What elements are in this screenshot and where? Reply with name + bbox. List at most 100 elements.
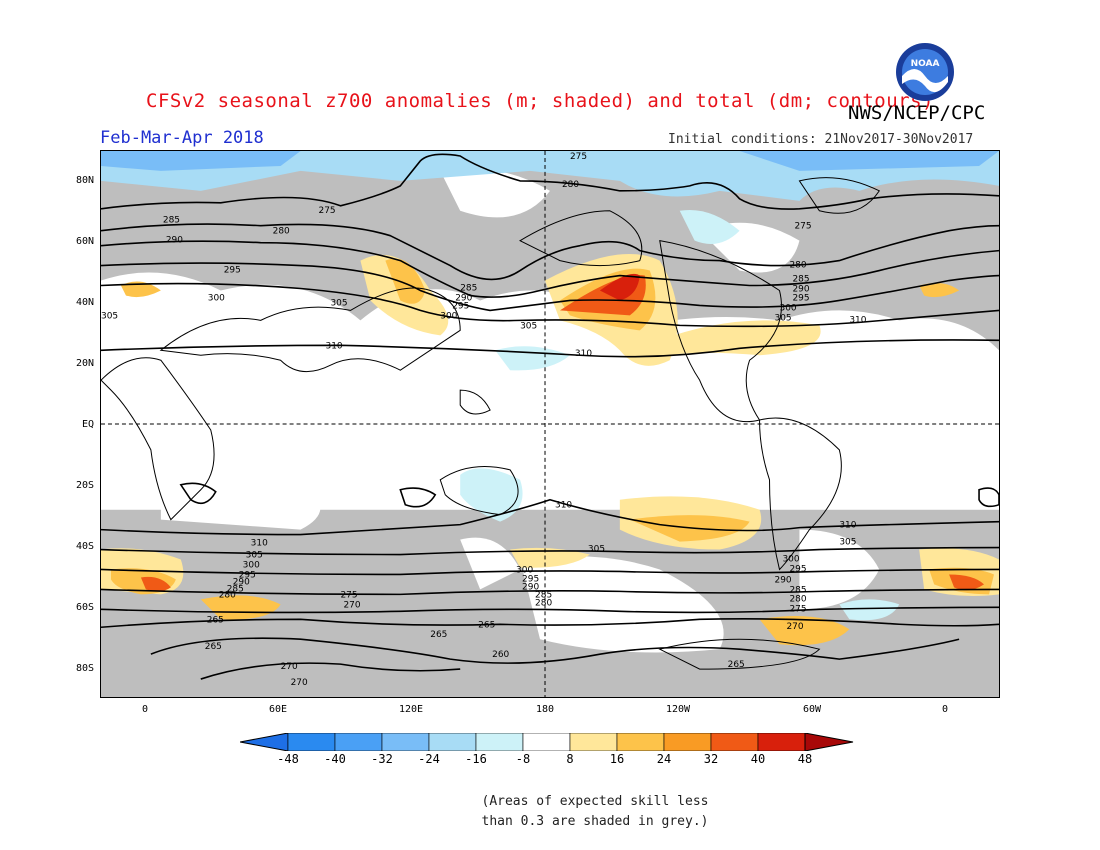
svg-text:310: 310 — [839, 521, 856, 531]
colorbar-arrow-right — [804, 733, 854, 751]
svg-text:300: 300 — [782, 555, 799, 565]
colorbar-tick-label: 40 — [750, 752, 766, 766]
svg-text:295: 295 — [452, 301, 469, 311]
negative-anomaly-areas — [101, 151, 999, 621]
colorbar-cell — [757, 733, 806, 751]
contour-labels: 275 280 275 275 285 280 290 295 300 305 … — [101, 152, 867, 688]
svg-text:285: 285 — [792, 275, 809, 285]
skill-note-line1: (Areas of expected skill less — [481, 794, 709, 809]
svg-text:310: 310 — [326, 341, 343, 351]
svg-text:270: 270 — [786, 622, 803, 632]
lat-label: 40S — [75, 541, 94, 552]
colorbar-cell — [287, 733, 336, 751]
svg-text:270: 270 — [291, 678, 308, 688]
svg-text:305: 305 — [775, 313, 792, 323]
svg-text:305: 305 — [330, 298, 347, 308]
svg-text:285: 285 — [535, 590, 552, 600]
svg-text:280: 280 — [789, 261, 806, 271]
continent-outlines — [101, 177, 880, 670]
svg-text:290: 290 — [775, 575, 792, 585]
svg-text:275: 275 — [789, 604, 806, 614]
lat-label: 80N — [75, 175, 94, 186]
colorbar-cell — [381, 733, 430, 751]
lat-label: 20S — [75, 480, 94, 491]
svg-text:285: 285 — [789, 585, 806, 595]
svg-text:310: 310 — [849, 315, 866, 325]
svg-text:275: 275 — [319, 206, 336, 216]
colorbar-tick-label: 24 — [656, 752, 672, 766]
svg-text:265: 265 — [207, 615, 224, 625]
svg-text:285: 285 — [163, 216, 180, 226]
lon-label: 180 — [535, 704, 555, 715]
svg-text:280: 280 — [789, 594, 806, 604]
svg-text:300: 300 — [243, 560, 260, 570]
svg-text:305: 305 — [520, 321, 537, 331]
svg-text:310: 310 — [555, 501, 572, 511]
logo-text: NOAA — [911, 59, 940, 69]
lon-label: 0 — [941, 704, 949, 715]
svg-text:280: 280 — [273, 227, 290, 237]
svg-text:265: 265 — [205, 642, 222, 652]
colorbar-cell — [710, 733, 759, 751]
svg-text:300: 300 — [208, 293, 225, 303]
svg-text:265: 265 — [728, 660, 745, 670]
lat-label: EQ — [81, 419, 94, 430]
svg-text:305: 305 — [246, 551, 263, 561]
svg-text:265: 265 — [430, 630, 447, 640]
svg-text:275: 275 — [570, 152, 587, 162]
svg-text:295: 295 — [792, 293, 809, 303]
svg-text:290: 290 — [233, 577, 250, 587]
svg-text:265: 265 — [478, 620, 495, 630]
lon-label: 0 — [141, 704, 149, 715]
colorbar-cell — [522, 733, 571, 751]
colorbar-tick-label: 16 — [609, 752, 625, 766]
skill-note-line2: than 0.3 are shaded in grey.) — [481, 814, 709, 829]
svg-text:280: 280 — [535, 598, 552, 608]
colorbar-tick-label: -48 — [277, 752, 299, 766]
colorbar-tick-label: 48 — [797, 752, 813, 766]
lon-label: 60W — [802, 704, 822, 715]
lat-label: 20N — [75, 358, 94, 369]
colorbar-tick-label: -40 — [324, 752, 346, 766]
svg-text:310: 310 — [251, 539, 268, 549]
svg-text:290: 290 — [455, 293, 472, 303]
colorbar — [240, 733, 854, 751]
svg-text:290: 290 — [792, 284, 809, 294]
lat-label: 60N — [75, 236, 94, 247]
svg-text:280: 280 — [219, 590, 236, 600]
lat-label: 80S — [75, 663, 94, 674]
lat-label: 60S — [75, 602, 94, 613]
svg-text:300: 300 — [440, 311, 457, 321]
anomaly-map: 275 280 275 275 285 280 290 295 300 305 … — [100, 150, 1000, 698]
colorbar-cell — [475, 733, 524, 751]
skill-note: (Areas of expected skill less than 0.3 a… — [470, 792, 720, 832]
colorbar-arrow-left — [240, 733, 289, 751]
svg-text:300: 300 — [516, 565, 533, 575]
colorbar-cell — [663, 733, 712, 751]
lon-label: 120E — [398, 704, 424, 715]
reference-lines — [101, 151, 999, 697]
positive-anomaly-areas — [101, 253, 999, 646]
season-label: Feb-Mar-Apr 2018 — [100, 128, 264, 148]
agency-label: NWS/NCEP/CPC — [848, 102, 986, 124]
svg-text:285: 285 — [227, 584, 244, 594]
noaa-logo: NOAA — [896, 43, 954, 101]
colorbar-cell — [569, 733, 618, 751]
svg-text:300: 300 — [779, 303, 796, 313]
svg-text:270: 270 — [281, 662, 298, 672]
svg-text:290: 290 — [166, 236, 183, 246]
colorbar-tick-label: 32 — [703, 752, 719, 766]
colorbar-cell — [334, 733, 383, 751]
svg-text:295: 295 — [789, 564, 806, 574]
svg-text:305: 305 — [839, 538, 856, 548]
svg-text:275: 275 — [794, 222, 811, 232]
colorbar-tick-label: -24 — [418, 752, 440, 766]
colorbar-tick-label: -32 — [371, 752, 393, 766]
initial-conditions-label: Initial conditions: 21Nov2017-30Nov2017 — [668, 132, 974, 147]
lon-label: 60E — [268, 704, 288, 715]
colorbar-tick-label: -8 — [515, 752, 531, 766]
colorbar-tick-label: 8 — [566, 752, 574, 766]
colorbar-tick-label: -16 — [465, 752, 487, 766]
svg-text:290: 290 — [522, 582, 539, 592]
lon-label: 120W — [665, 704, 691, 715]
